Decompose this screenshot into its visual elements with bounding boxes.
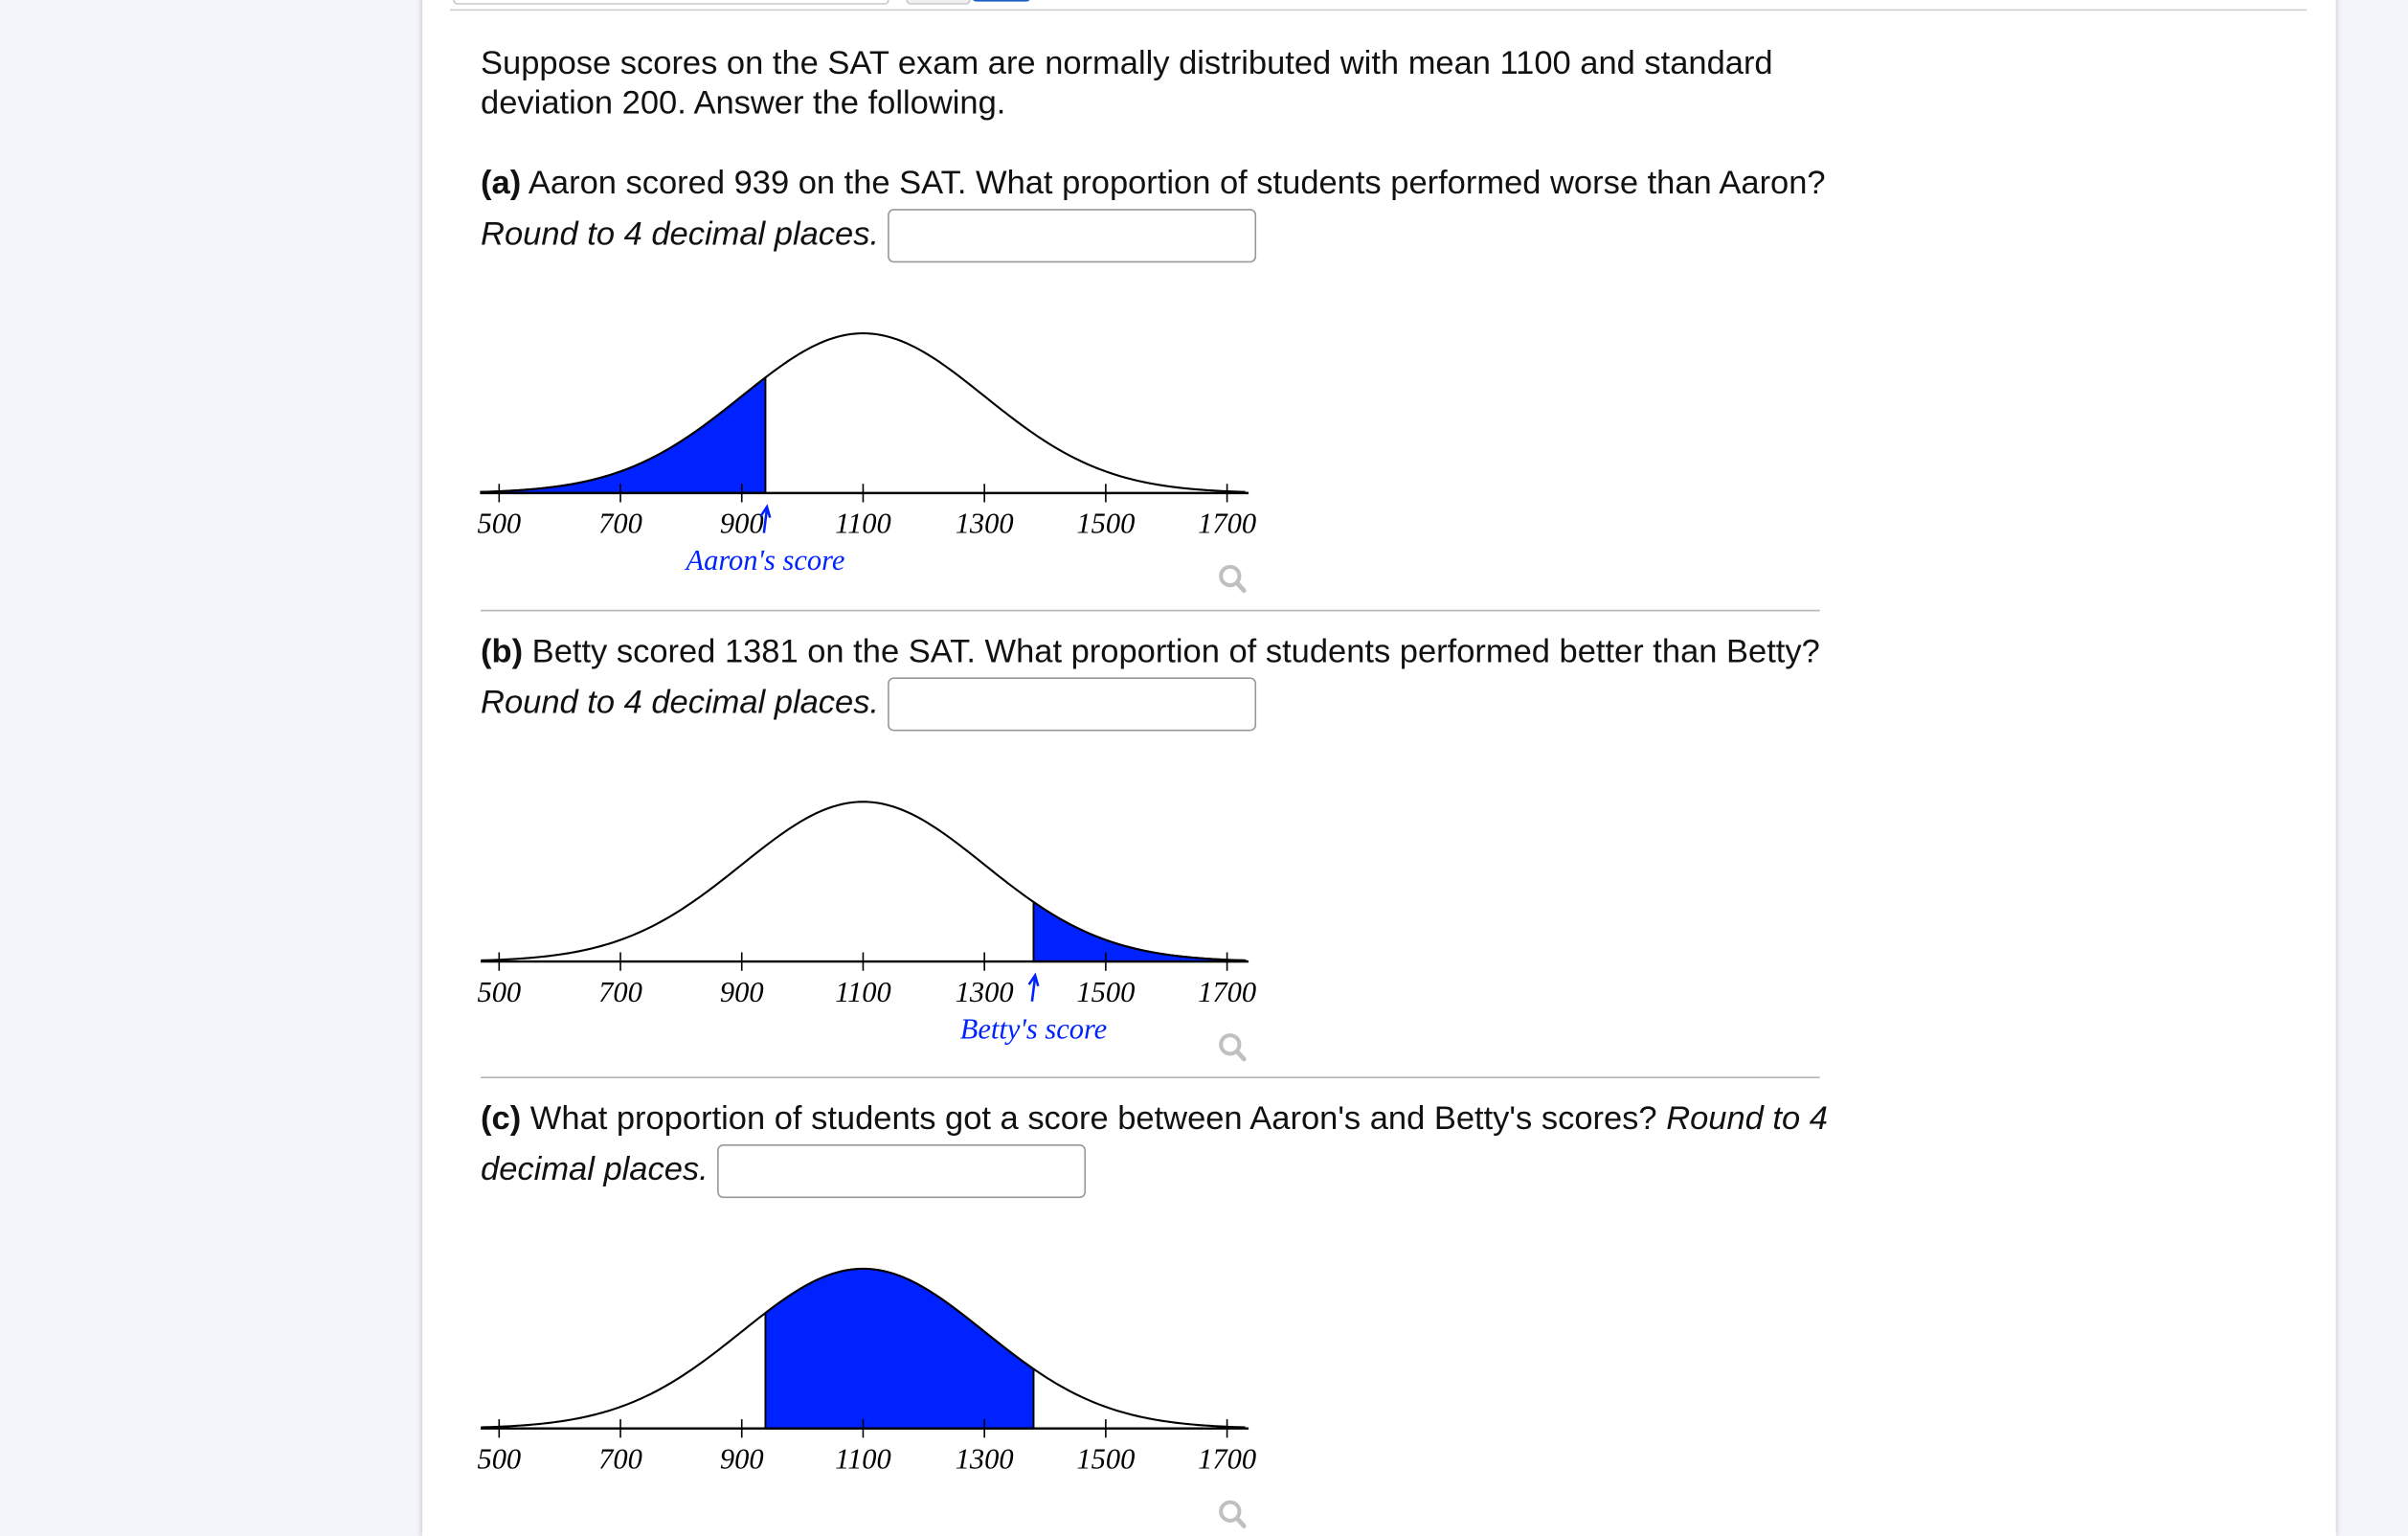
part-c-question: (c) What proportion of students got a sc… — [481, 1094, 1833, 1199]
part-text: Aaron scored 939 on the SAT. What propor… — [528, 164, 1826, 202]
x-tick-label: 500 — [477, 508, 521, 540]
x-tick-label: 1300 — [956, 508, 1014, 540]
shaded-area — [1032, 900, 1247, 963]
score-annotation: Betty's score — [960, 1012, 1107, 1045]
shaded-area — [480, 375, 767, 494]
part-tag: (c) — [481, 1099, 522, 1137]
part-tag: (a) — [481, 164, 522, 202]
section-divider — [481, 609, 1820, 612]
x-tick-label: 500 — [477, 1442, 521, 1475]
part-a-question: (a) Aaron scored 939 on the SAT. What pr… — [481, 158, 1833, 263]
x-tick-label: 500 — [477, 976, 521, 1008]
x-tick-label: 1500 — [1076, 976, 1135, 1008]
x-tick-label: 900 — [720, 508, 764, 540]
x-tick-label: 700 — [598, 508, 642, 540]
x-tick-label: 1100 — [835, 1442, 891, 1475]
x-tick-label: 1300 — [956, 976, 1014, 1008]
density-curve — [481, 801, 1246, 961]
x-tick-label: 1700 — [1198, 1442, 1256, 1475]
answer-input-b[interactable] — [888, 677, 1257, 732]
section-divider — [481, 1076, 1820, 1079]
x-tick-label: 700 — [598, 976, 642, 1008]
x-tick-label: 700 — [598, 1442, 642, 1475]
top-button-secondary[interactable] — [906, 0, 971, 5]
x-tick-label: 1500 — [1076, 1442, 1135, 1475]
answer-input-c[interactable] — [717, 1143, 1087, 1199]
part-b-question: (b) Betty scored 1381 on the SAT. What p… — [481, 626, 1833, 732]
shaded-area — [764, 1267, 1035, 1430]
density-curve — [481, 332, 1246, 493]
top-button-primary[interactable] — [972, 0, 1031, 2]
score-arrow-icon — [1027, 972, 1040, 1002]
normal-curve-chart-c: 500 700 900 1100 1300 1500 1700 — [477, 1267, 1256, 1528]
x-tick-label: 1100 — [835, 976, 891, 1008]
part-tag: (b) — [481, 632, 524, 670]
x-tick-label: 1500 — [1076, 508, 1135, 540]
part-text: What proportion of students got a score … — [529, 1099, 1657, 1137]
magnifier-icon[interactable] — [1219, 564, 1247, 594]
top-input-field[interactable] — [453, 0, 889, 5]
answer-input-a[interactable] — [888, 209, 1257, 263]
score-annotation: Aaron's score — [684, 544, 844, 576]
score-arrow-icon — [759, 504, 772, 533]
magnifier-icon[interactable] — [1219, 1500, 1247, 1528]
header-divider — [449, 9, 2307, 11]
part-hint: Round to 4 decimal places. — [481, 1099, 1828, 1188]
normal-curve-chart-b: 500 700 900 1100 1300 1500 1700 Betty's score — [477, 801, 1256, 1062]
magnifier-icon[interactable] — [1219, 1033, 1247, 1062]
density-curve — [481, 1267, 1246, 1429]
x-tick-label: 1700 — [1198, 508, 1256, 540]
part-hint: Round to 4 decimal places. — [481, 684, 880, 721]
x-tick-label: 1300 — [956, 1442, 1014, 1475]
part-hint: Round to 4 decimal places. — [481, 215, 880, 253]
x-tick-label: 1700 — [1198, 976, 1256, 1008]
x-tick-label: 900 — [720, 976, 764, 1008]
part-text: Betty scored 1381 on the SAT. What propo… — [531, 632, 1820, 670]
x-tick-label: 900 — [720, 1442, 764, 1475]
question-card — [422, 0, 2336, 1536]
normal-curve-chart-a: 500 700 900 1100 1300 1500 1700 Aaron's score — [477, 332, 1256, 594]
x-tick-label: 1100 — [835, 508, 891, 540]
problem-intro: Suppose scores on the SAT exam are norma… — [481, 44, 1773, 122]
